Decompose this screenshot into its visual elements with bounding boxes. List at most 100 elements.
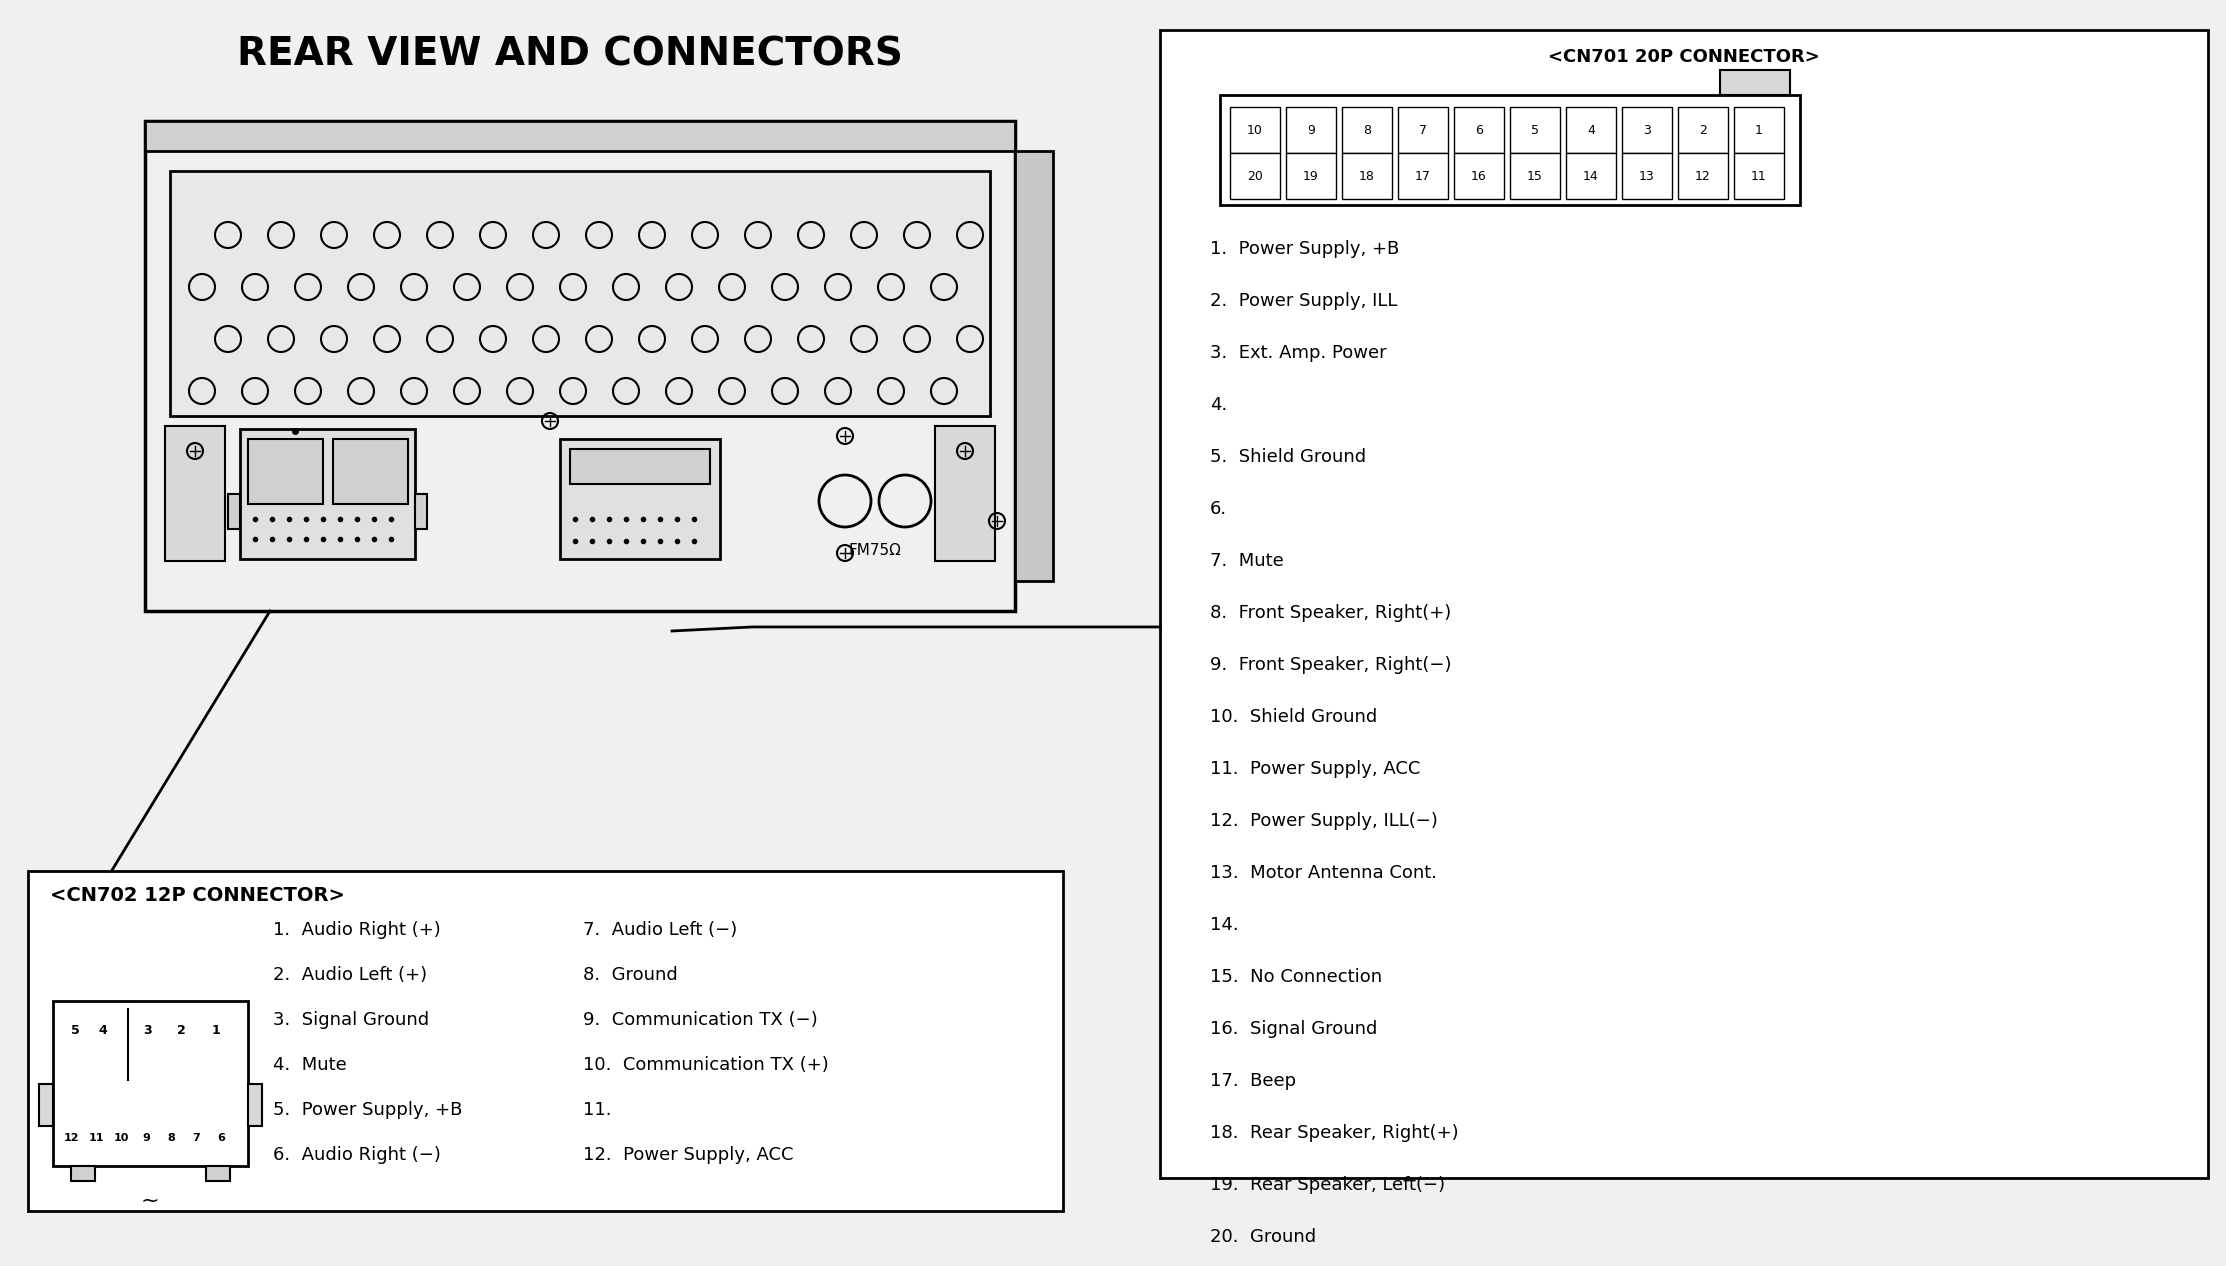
Text: 12.  Power Supply, ACC: 12. Power Supply, ACC [583,1146,792,1163]
Bar [1398,153,1447,199]
Text: 14.: 14. [1211,917,1238,934]
Bar [1721,70,1790,95]
Bar [1287,153,1336,199]
Text: 15: 15 [1527,170,1543,182]
Bar [40,1084,53,1125]
Bar [1509,153,1560,199]
Text: 10: 10 [114,1133,129,1143]
Text: 9.  Communication TX (−): 9. Communication TX (−) [583,1012,817,1029]
Text: 9.  Front Speaker, Right(−): 9. Front Speaker, Right(−) [1211,656,1451,674]
Text: 2: 2 [176,1024,185,1038]
Text: 19: 19 [1302,170,1318,182]
Text: 5.  Power Supply, +B: 5. Power Supply, +B [274,1101,463,1119]
Text: 3: 3 [145,1024,151,1038]
Text: 8.  Front Speaker, Right(+): 8. Front Speaker, Right(+) [1211,604,1451,622]
Text: 11: 11 [89,1133,105,1143]
Text: 3: 3 [1643,124,1652,137]
Text: 17: 17 [1416,170,1431,182]
Text: 1: 1 [1754,124,1763,137]
Text: 9: 9 [1307,124,1316,137]
Text: 2: 2 [1698,124,1707,137]
Text: 2.  Audio Left (+): 2. Audio Left (+) [274,966,427,984]
Text: 11.: 11. [583,1101,612,1119]
Text: 1.  Power Supply, +B: 1. Power Supply, +B [1211,241,1400,258]
Text: 6: 6 [1476,124,1483,137]
Bar [169,171,991,417]
Bar [1678,153,1727,199]
Text: 7: 7 [1418,124,1427,137]
Bar [227,494,240,529]
Text: FM75Ω: FM75Ω [848,543,902,558]
Text: 11.  Power Supply, ACC: 11. Power Supply, ACC [1211,760,1420,779]
Bar [207,1166,229,1181]
Bar [1231,108,1280,153]
Text: 8.  Ground: 8. Ground [583,966,677,984]
Text: 4.  Mute: 4. Mute [274,1056,347,1074]
Bar [1342,108,1391,153]
Bar [1623,108,1672,153]
Text: 9: 9 [142,1133,149,1143]
Text: 11: 11 [1752,170,1767,182]
Bar [1454,153,1505,199]
Text: 8: 8 [1362,124,1371,137]
Text: 19.  Rear Speaker, Left(−): 19. Rear Speaker, Left(−) [1211,1176,1445,1194]
Text: 1.  Audio Right (+): 1. Audio Right (+) [274,920,441,939]
Bar [145,122,1015,151]
Bar [247,439,323,504]
Bar [1623,153,1672,199]
Bar [1015,151,1053,581]
Text: 4: 4 [98,1024,107,1038]
Bar [53,1001,247,1166]
Text: 16.  Signal Ground: 16. Signal Ground [1211,1020,1378,1038]
Text: 12: 12 [1696,170,1712,182]
Text: 18.  Rear Speaker, Right(+): 18. Rear Speaker, Right(+) [1211,1124,1458,1142]
Text: 13.  Motor Antenna Cont.: 13. Motor Antenna Cont. [1211,863,1438,882]
Text: 5: 5 [1531,124,1538,137]
Bar [1734,153,1783,199]
Bar [1160,30,2208,1177]
Text: 10: 10 [1247,124,1262,137]
Bar [1567,153,1616,199]
Text: 5.  Shield Ground: 5. Shield Ground [1211,448,1367,466]
Bar [1567,108,1616,153]
Bar [165,425,225,561]
Bar [1678,108,1727,153]
Text: 18: 18 [1360,170,1376,182]
Bar [29,871,1064,1212]
Bar [1220,95,1801,205]
Text: 3.  Ext. Amp. Power: 3. Ext. Amp. Power [1211,344,1387,362]
Bar [1454,108,1505,153]
Text: 8: 8 [167,1133,176,1143]
Text: 15.  No Connection: 15. No Connection [1211,968,1382,986]
Bar [1398,108,1447,153]
Bar [1231,153,1280,199]
Text: 4: 4 [1587,124,1596,137]
Bar [247,1084,263,1125]
Bar [1509,108,1560,153]
Text: 17.  Beep: 17. Beep [1211,1072,1296,1090]
Text: 7.  Audio Left (−): 7. Audio Left (−) [583,920,737,939]
Bar [71,1166,96,1181]
Text: 12.  Power Supply, ILL(−): 12. Power Supply, ILL(−) [1211,812,1438,830]
Text: 5: 5 [71,1024,80,1038]
Text: 6: 6 [218,1133,225,1143]
Bar [1342,153,1391,199]
Text: 10.  Shield Ground: 10. Shield Ground [1211,708,1378,725]
Bar [145,122,1015,611]
Text: <CN702 12P CONNECTOR>: <CN702 12P CONNECTOR> [49,886,345,905]
Text: REAR VIEW AND CONNECTORS: REAR VIEW AND CONNECTORS [236,35,904,73]
Bar [570,449,710,484]
Text: 1: 1 [211,1024,220,1038]
Text: 4.: 4. [1211,396,1227,414]
Text: 2.  Power Supply, ILL: 2. Power Supply, ILL [1211,292,1398,310]
Text: 12: 12 [62,1133,78,1143]
Bar [414,494,427,529]
Bar [334,439,407,504]
Text: 13: 13 [1638,170,1654,182]
Text: 10.  Communication TX (+): 10. Communication TX (+) [583,1056,828,1074]
Bar [145,122,1015,151]
Bar [1734,108,1783,153]
Text: ~: ~ [140,1191,160,1212]
Bar [561,439,719,560]
Bar [240,429,414,560]
